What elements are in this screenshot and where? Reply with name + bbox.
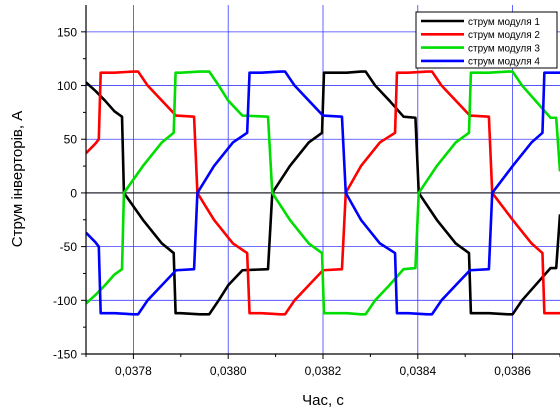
series-line-3 — [86, 70, 560, 316]
series-line-1 — [86, 70, 560, 316]
series-line-4 — [86, 70, 560, 316]
x-tick-label: 0,0384 — [399, 364, 436, 378]
legend-label-2: струм модуля 2 — [468, 30, 540, 41]
y-axis-title: Струм інверторів, А — [9, 111, 26, 248]
x-tick-label: 0,0378 — [115, 364, 152, 378]
y-tick-label: 50 — [64, 133, 78, 147]
legend: струм модуля 1 струм модуля 2 струм модуля… — [415, 11, 558, 69]
x-tick-label: 0,0382 — [305, 364, 342, 378]
series-lines — [86, 70, 560, 316]
y-tick-label: 100 — [57, 79, 77, 93]
legend-label-4: струм модуля 4 — [468, 57, 540, 68]
x-axis-title: Час, с — [302, 392, 344, 409]
legend-label-3: струм модуля 3 — [468, 43, 540, 54]
y-tick-label: 150 — [57, 25, 77, 39]
y-tick-label: -50 — [60, 240, 78, 254]
y-tick-label: 0 — [70, 186, 77, 200]
series-line-2 — [86, 70, 560, 316]
tick-labels: -150 -100 -50 0 50 100 150 0,0378 0,0380 0,0382 0,… — [53, 25, 560, 378]
x-tick-label: 0,0380 — [210, 364, 247, 378]
legend-label-1: струм модуля 1 — [468, 17, 540, 28]
x-tick-label: 0,0386 — [494, 364, 531, 378]
y-tick-label: -100 — [53, 294, 77, 308]
y-tick-label: -150 — [53, 348, 77, 362]
